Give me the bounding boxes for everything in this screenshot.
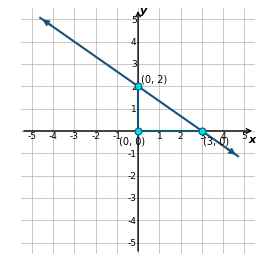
Text: (0, 0): (0, 0) bbox=[119, 137, 145, 147]
Text: x: x bbox=[248, 135, 255, 145]
Text: (3, 0): (3, 0) bbox=[203, 137, 229, 147]
Text: y: y bbox=[140, 6, 147, 16]
Text: (0, 2): (0, 2) bbox=[141, 74, 168, 84]
